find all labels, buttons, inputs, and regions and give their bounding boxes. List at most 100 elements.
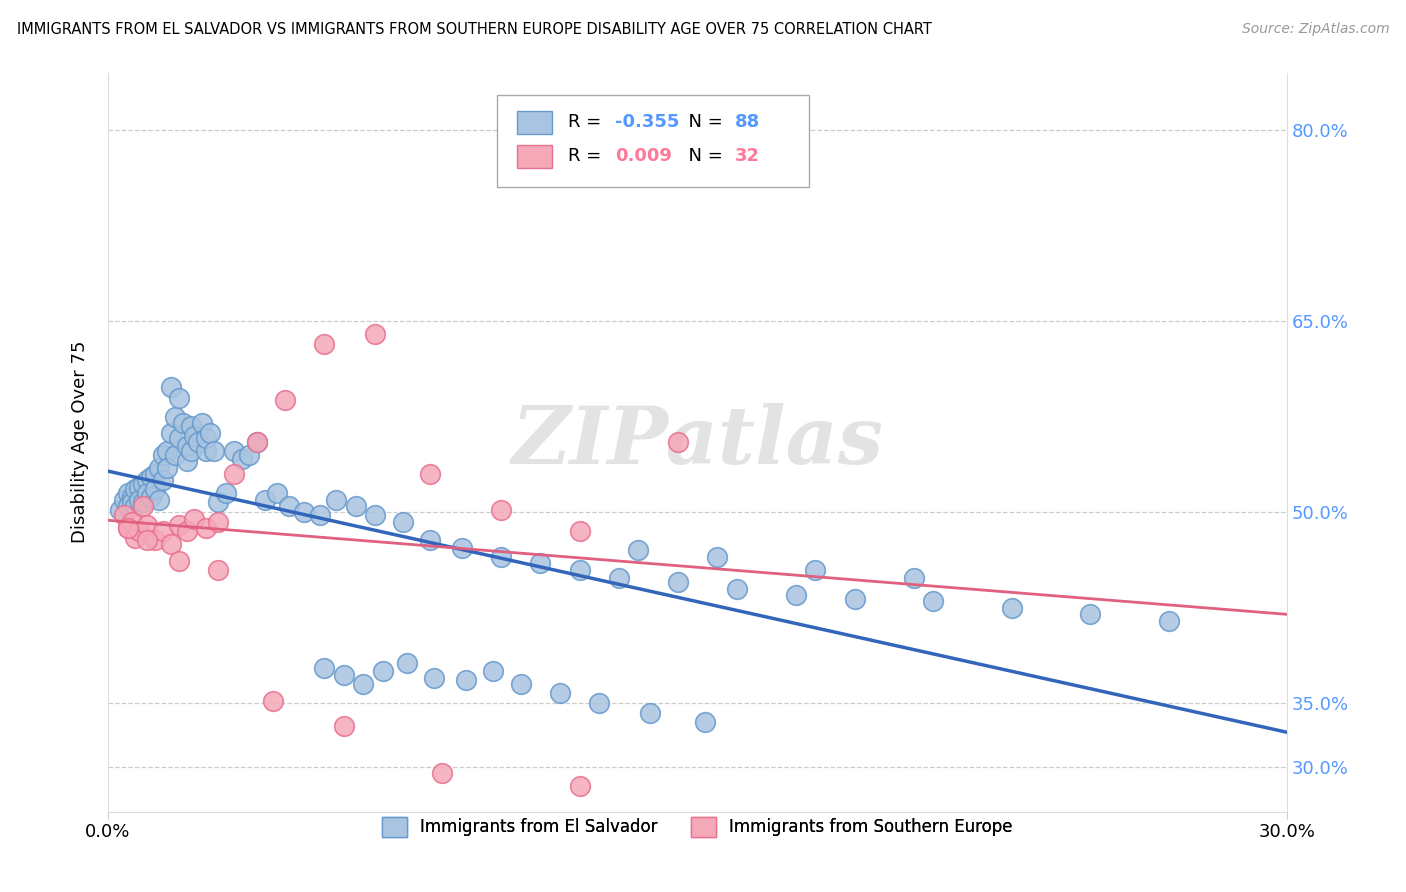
Point: [136, 533, 159, 548]
Point: [568, 524, 591, 539]
Point: [568, 563, 591, 577]
Point: [314, 660, 336, 674]
Point: [179, 444, 201, 458]
Point: [454, 673, 477, 688]
Point: [785, 588, 807, 602]
Text: R =: R =: [568, 113, 607, 131]
Point: [344, 499, 367, 513]
Point: [246, 435, 269, 450]
Point: [725, 582, 748, 596]
Point: [215, 486, 238, 500]
Point: [371, 665, 394, 679]
Point: [706, 549, 728, 564]
Point: [128, 492, 150, 507]
Point: [136, 486, 159, 500]
Point: [1001, 600, 1024, 615]
Point: [136, 474, 159, 488]
Point: [167, 518, 190, 533]
Point: [148, 492, 170, 507]
Point: [903, 572, 925, 586]
Point: [568, 779, 591, 793]
Point: [202, 444, 225, 458]
Point: [509, 677, 531, 691]
Point: [364, 326, 387, 341]
Point: [179, 418, 201, 433]
Point: [160, 426, 183, 441]
Point: [143, 467, 166, 481]
Point: [143, 483, 166, 497]
Text: 88: 88: [735, 113, 761, 131]
Point: [191, 416, 214, 430]
Point: [195, 520, 218, 534]
Point: [143, 533, 166, 548]
Point: [176, 524, 198, 539]
Y-axis label: Disability Age Over 75: Disability Age Over 75: [72, 341, 89, 543]
Point: [136, 518, 159, 533]
Point: [160, 537, 183, 551]
Point: [112, 508, 135, 522]
Point: [163, 409, 186, 424]
Point: [277, 499, 299, 513]
Point: [207, 495, 229, 509]
Point: [419, 467, 441, 481]
Point: [167, 554, 190, 568]
Legend: Immigrants from El Salvador, Immigrants from Southern Europe: Immigrants from El Salvador, Immigrants …: [375, 810, 1019, 844]
Point: [141, 469, 163, 483]
Point: [222, 467, 245, 481]
Point: [121, 495, 143, 509]
Point: [112, 492, 135, 507]
Point: [124, 531, 146, 545]
Point: [117, 520, 139, 534]
Point: [1080, 607, 1102, 622]
Point: [117, 486, 139, 500]
Point: [262, 694, 284, 708]
Point: [132, 477, 155, 491]
Point: [482, 665, 505, 679]
Point: [231, 451, 253, 466]
Text: -0.355: -0.355: [614, 113, 679, 131]
Point: [117, 499, 139, 513]
Point: [364, 508, 387, 522]
Text: Source: ZipAtlas.com: Source: ZipAtlas.com: [1241, 22, 1389, 37]
Point: [183, 511, 205, 525]
Point: [167, 391, 190, 405]
Point: [152, 524, 174, 539]
FancyBboxPatch shape: [517, 145, 553, 168]
Point: [172, 416, 194, 430]
Point: [450, 541, 472, 555]
Point: [332, 668, 354, 682]
Point: [695, 715, 717, 730]
Point: [207, 516, 229, 530]
Point: [294, 505, 316, 519]
Text: N =: N =: [678, 113, 728, 131]
Point: [128, 480, 150, 494]
Point: [254, 492, 277, 507]
Text: 32: 32: [735, 147, 761, 165]
Point: [121, 516, 143, 530]
Point: [395, 656, 418, 670]
Point: [108, 502, 131, 516]
Point: [391, 516, 413, 530]
Point: [148, 460, 170, 475]
Point: [548, 686, 571, 700]
Point: [132, 499, 155, 513]
Point: [529, 556, 551, 570]
FancyBboxPatch shape: [517, 112, 553, 134]
Point: [489, 502, 512, 516]
Point: [207, 563, 229, 577]
Point: [121, 490, 143, 504]
Point: [195, 444, 218, 458]
Point: [124, 499, 146, 513]
Point: [419, 533, 441, 548]
Point: [266, 486, 288, 500]
Point: [195, 432, 218, 446]
Point: [187, 435, 209, 450]
Point: [309, 508, 332, 522]
Point: [638, 706, 661, 721]
Point: [627, 543, 650, 558]
Point: [1157, 614, 1180, 628]
Text: N =: N =: [678, 147, 728, 165]
Point: [238, 448, 260, 462]
Point: [666, 575, 689, 590]
Point: [423, 671, 446, 685]
